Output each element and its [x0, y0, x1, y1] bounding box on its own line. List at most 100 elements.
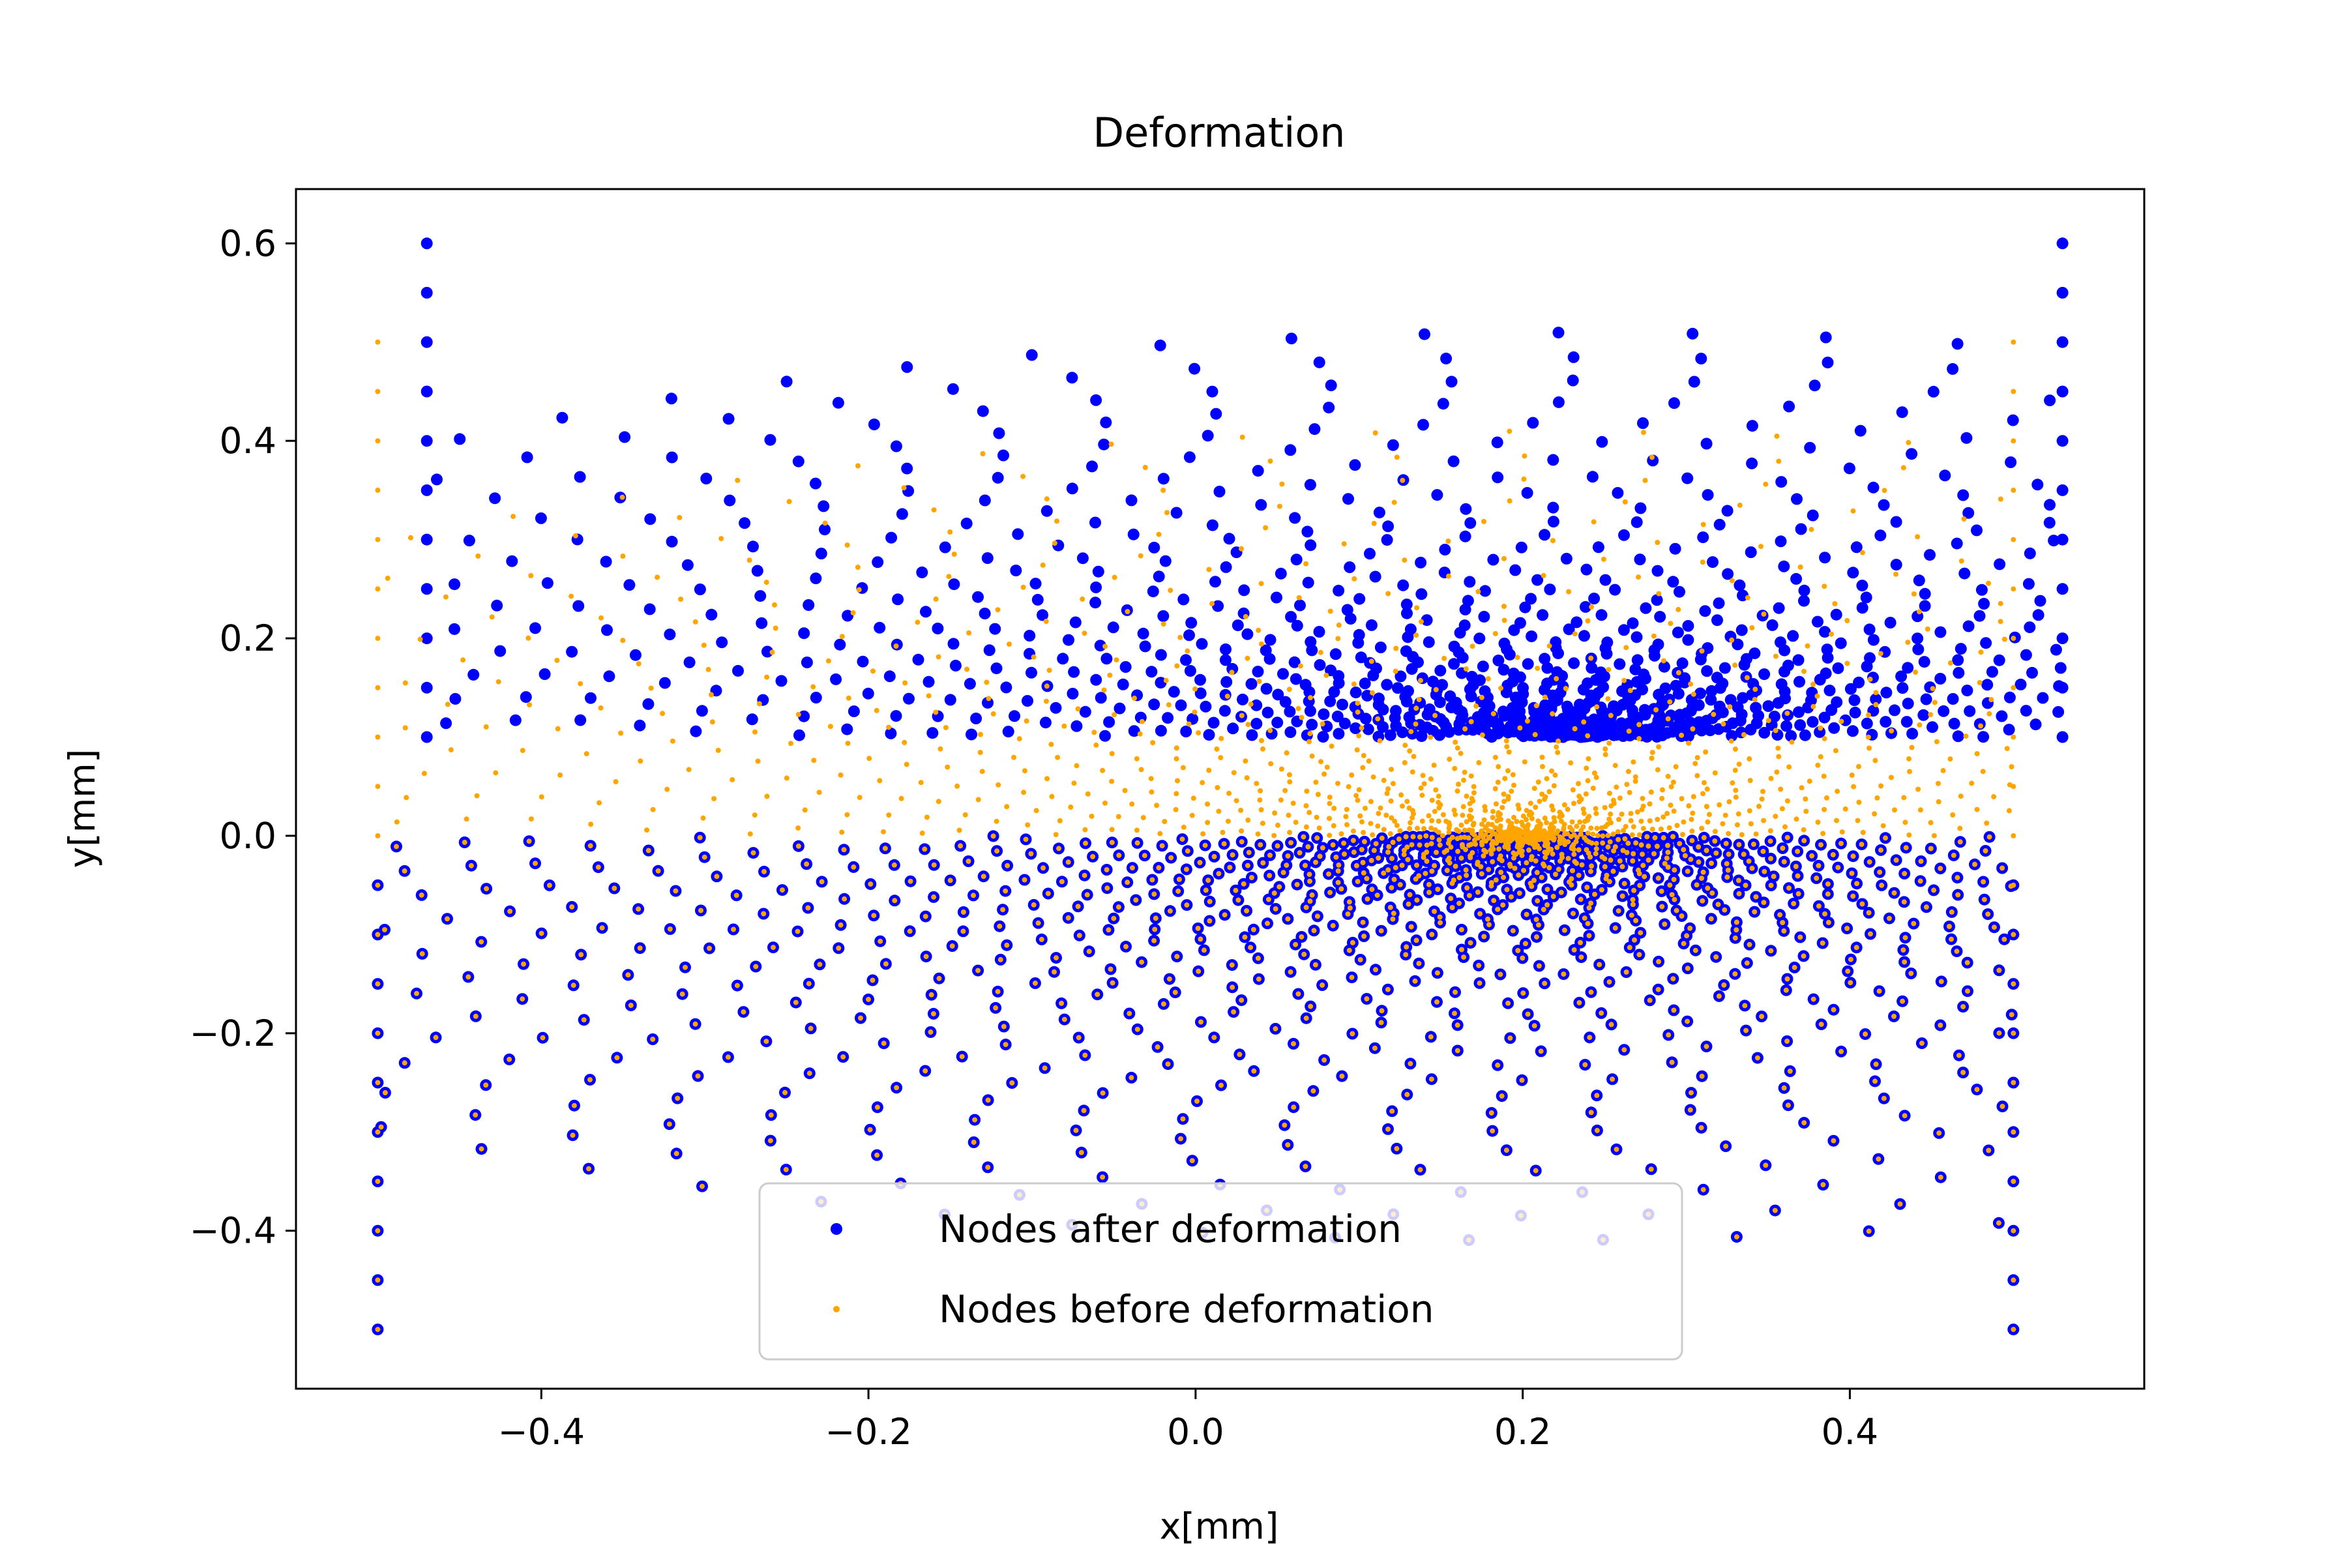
data-point-before [1655, 816, 1661, 822]
data-point-before [1822, 584, 1827, 589]
data-point-before [1258, 807, 1264, 812]
data-point-after [1792, 654, 1805, 666]
data-point-before [1907, 769, 1912, 775]
data-point-before [1636, 952, 1642, 958]
data-point-before [1115, 814, 1121, 820]
data-point-before [1720, 721, 1726, 727]
data-point-before [1140, 815, 1146, 821]
data-point-before [1004, 942, 1010, 948]
data-point-before [1636, 736, 1642, 741]
data-point-before [1784, 835, 1790, 840]
data-point-before [1849, 772, 1855, 778]
data-point-before [1622, 499, 1628, 505]
data-point-before [1479, 732, 1485, 738]
data-point-before [1391, 876, 1397, 882]
data-point-before [1911, 591, 1917, 597]
data-point-before [1752, 697, 1758, 702]
data-point-before [882, 846, 888, 851]
data-point-before [1479, 821, 1484, 827]
data-point-before [708, 692, 714, 698]
data-point-after [1213, 486, 1226, 497]
data-point-before [1874, 795, 1880, 801]
data-point-before [1245, 722, 1251, 728]
data-point-before [1139, 718, 1145, 724]
data-point-before [1694, 755, 1700, 760]
data-point-before [1214, 746, 1220, 752]
data-point-before [445, 702, 450, 707]
data-point-before [1773, 814, 1779, 820]
data-point-before [960, 928, 966, 934]
data-point-before [878, 938, 883, 944]
data-point-after [1041, 505, 1053, 517]
data-point-before [1867, 676, 1873, 682]
data-point-before [1557, 840, 1563, 846]
data-point-before [655, 574, 660, 580]
data-point-before [1528, 801, 1533, 806]
data-point-after [1492, 471, 1504, 484]
data-point-before [1061, 1016, 1067, 1022]
data-point-before [1733, 788, 1739, 793]
data-point-after [1317, 731, 1329, 743]
data-point-before [1436, 793, 1441, 799]
data-point-before [1642, 874, 1647, 880]
data-point-before [1641, 430, 1646, 436]
data-point-before [1052, 969, 1057, 975]
data-point-before [1616, 908, 1621, 914]
data-point-before [1257, 797, 1263, 803]
data-point-before [2004, 746, 2010, 752]
data-point-before [1207, 918, 1213, 924]
data-point-before [1776, 458, 1782, 464]
data-point-after [2056, 484, 2069, 496]
data-point-before [1293, 820, 1299, 825]
data-point-before [1496, 846, 1502, 852]
data-point-before [1432, 808, 1438, 814]
data-point-before [1437, 842, 1443, 848]
data-point-before [394, 844, 399, 850]
data-point-after [1349, 459, 1361, 471]
data-point-before [842, 896, 848, 902]
y-tick-label: 0.2 [220, 617, 276, 659]
data-point-before [1320, 845, 1325, 851]
data-point-before [1468, 718, 1474, 724]
data-point-after [585, 692, 597, 704]
data-point-before [1876, 1156, 1882, 1162]
data-point-before [1581, 719, 1587, 725]
data-point-after [1304, 479, 1316, 491]
data-point-after [1487, 554, 1499, 566]
data-point-before [1346, 947, 1352, 953]
data-point-before [1407, 748, 1413, 754]
data-point-before [1230, 852, 1235, 858]
data-point-after [1285, 333, 1297, 345]
data-point-before [1389, 815, 1395, 821]
data-point-after [1400, 645, 1412, 657]
data-point-after [1822, 357, 1834, 368]
chart-title: Deformation [1093, 109, 1345, 156]
data-point-before [1801, 827, 1807, 833]
data-point-before [1522, 941, 1528, 947]
data-point-before [1429, 818, 1435, 823]
legend-marker-after [831, 1223, 842, 1235]
data-point-before [1007, 642, 1012, 647]
data-point-before [1881, 1095, 1887, 1101]
data-point-before [1256, 679, 1262, 684]
data-point-before [1059, 1000, 1065, 1006]
data-point-before [819, 879, 825, 885]
data-point-after [643, 603, 656, 615]
data-point-before [1701, 780, 1707, 786]
data-point-before [1780, 920, 1786, 926]
data-point-before [1421, 826, 1427, 831]
data-point-before [1541, 863, 1547, 869]
data-point-after [1145, 666, 1158, 678]
data-point-after [1271, 591, 1282, 604]
data-point-before [1282, 788, 1288, 793]
data-point-before [1437, 914, 1443, 920]
data-point-after [1773, 602, 1785, 614]
data-point-before [1655, 986, 1661, 992]
data-point-before [1481, 853, 1486, 859]
data-point-after [926, 727, 939, 739]
data-point-before [1524, 860, 1529, 866]
data-point-after [1153, 570, 1165, 583]
data-point-before [1742, 1003, 1748, 1009]
data-point-after [1880, 716, 1892, 728]
data-point-before [675, 1095, 681, 1101]
